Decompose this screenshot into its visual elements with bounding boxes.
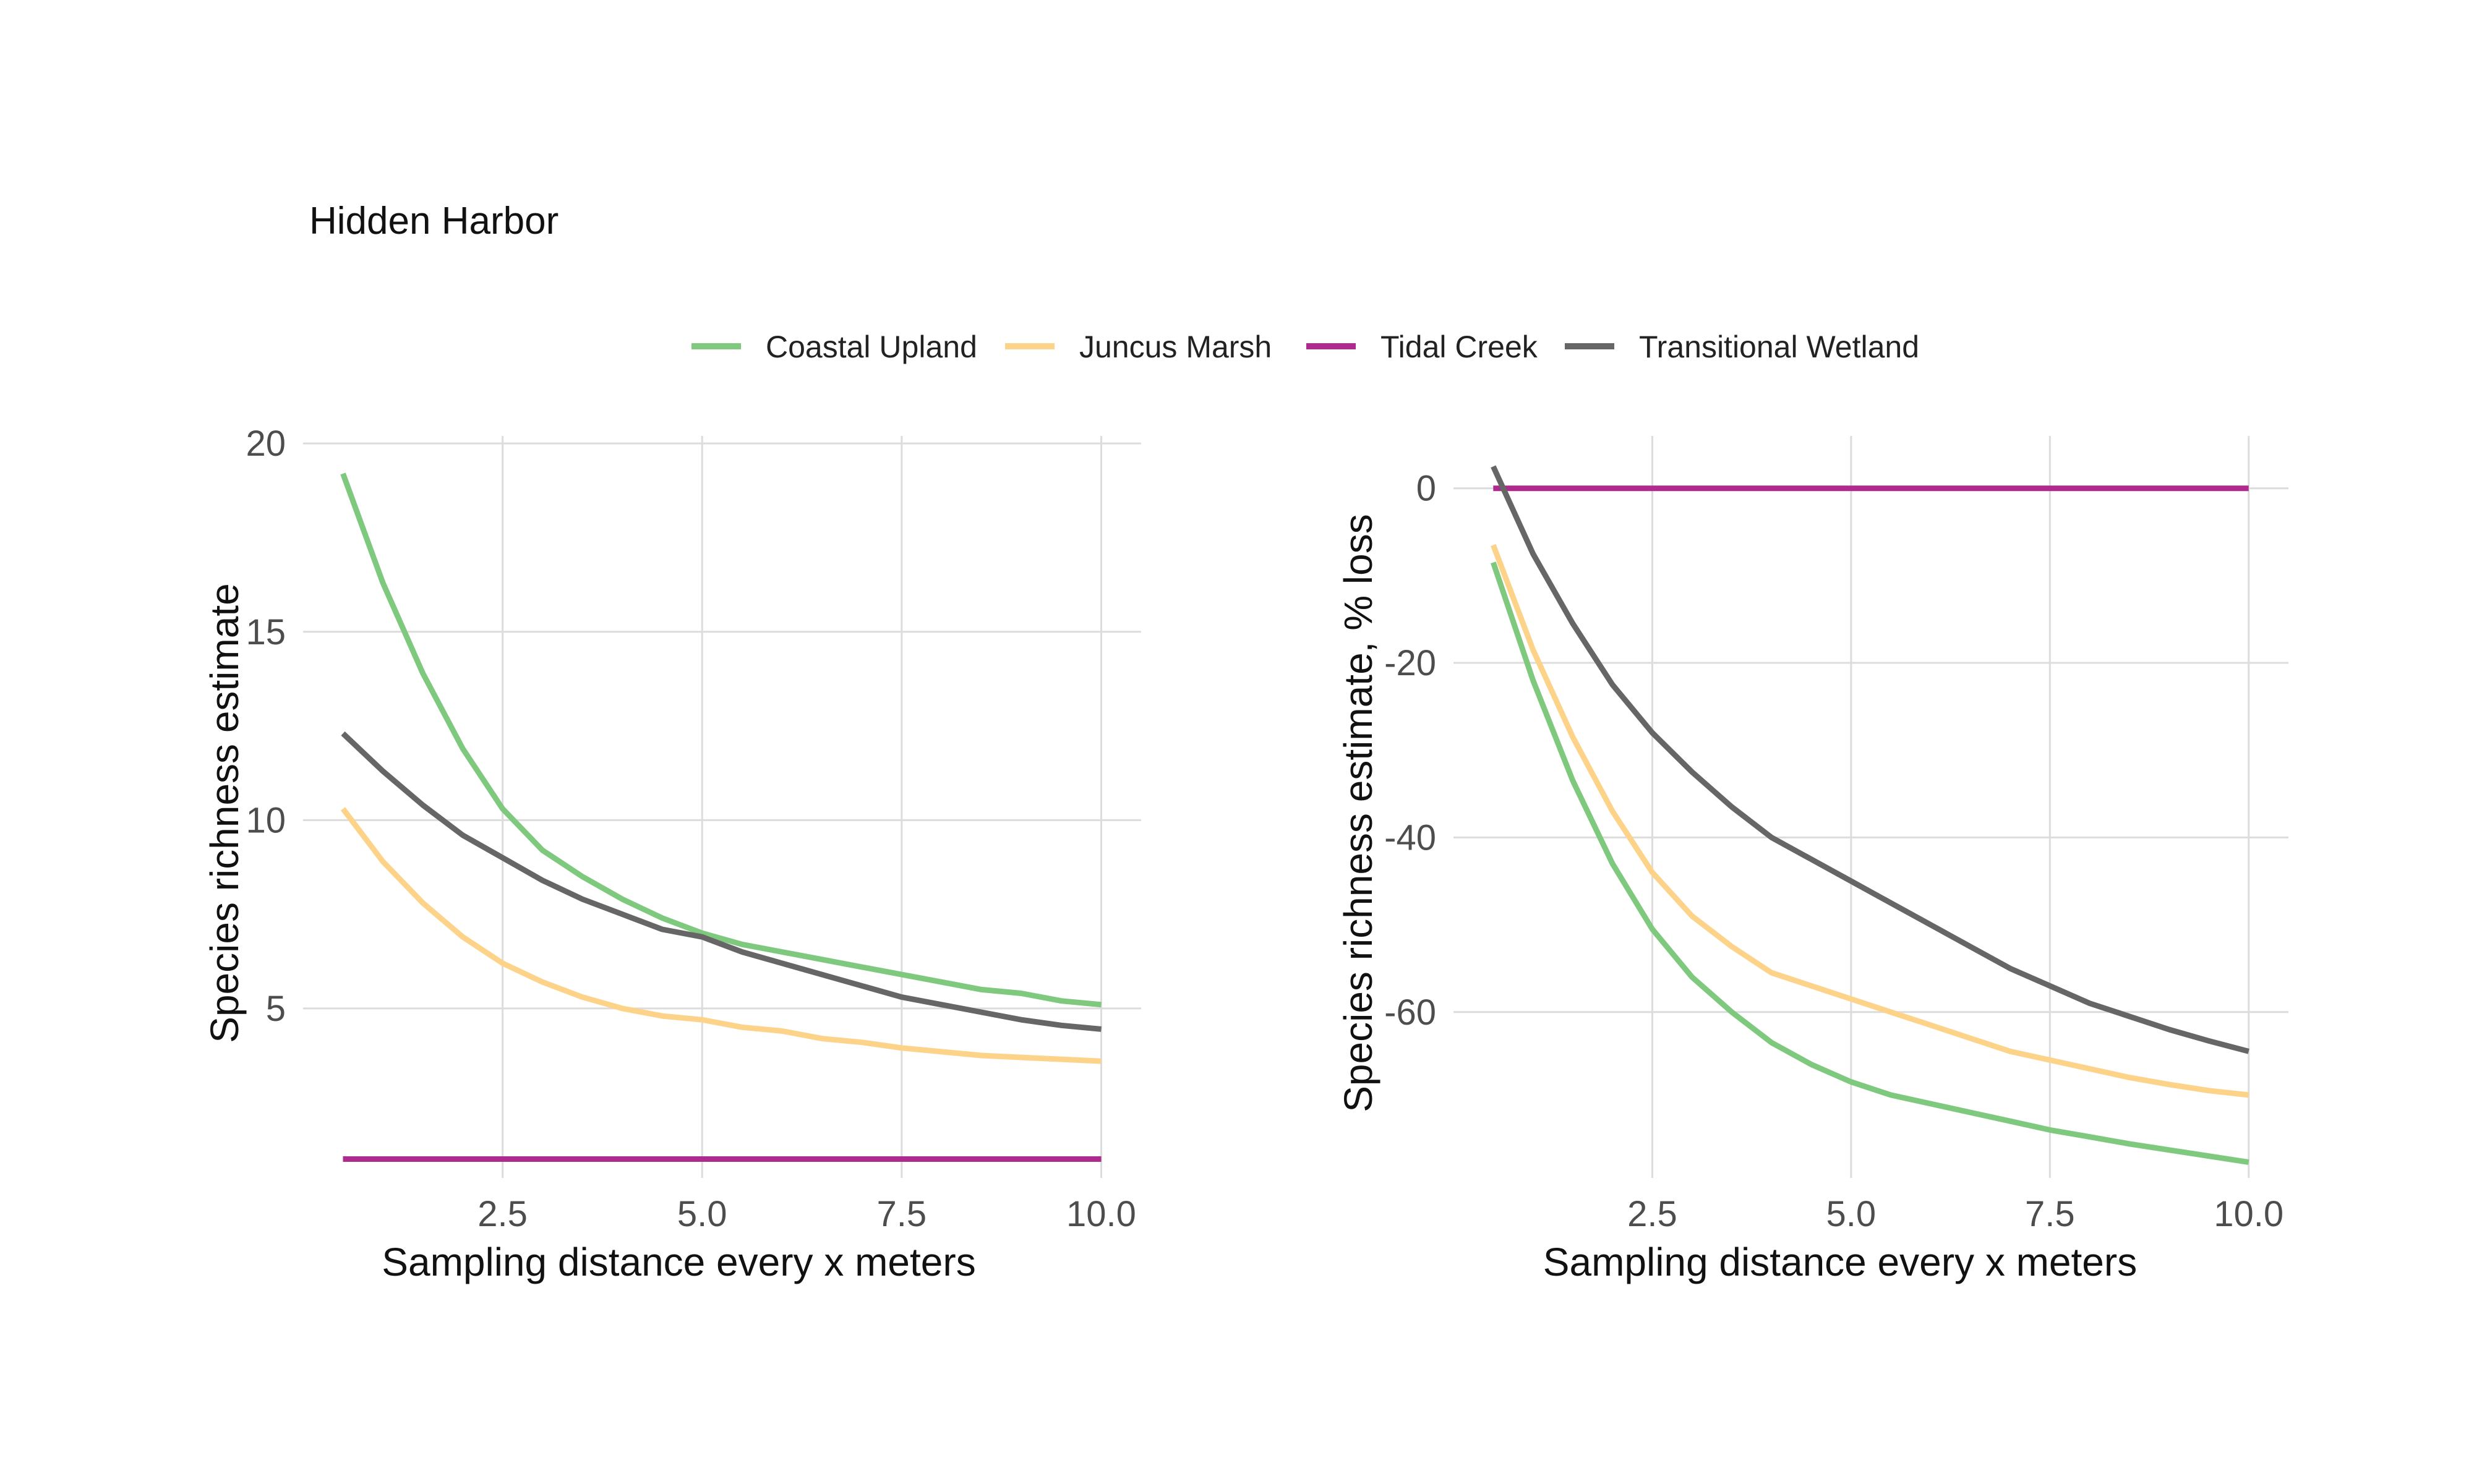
legend-label: Transitional Wetland xyxy=(1639,330,1919,364)
y-tick-label: 0 xyxy=(1416,469,1436,509)
y-tick-label: 20 xyxy=(246,424,286,464)
x-tick-label: 5.0 xyxy=(677,1194,727,1234)
y-tick-label: -20 xyxy=(1384,643,1436,683)
y-tick-label: -60 xyxy=(1384,992,1436,1033)
x-tick-label: 7.5 xyxy=(2025,1194,2075,1234)
x-axis-title: Sampling distance every x meters xyxy=(382,1240,975,1284)
series-line-coastal-upland xyxy=(340,472,1102,1008)
series-lines xyxy=(340,472,1102,1162)
legend-label: Tidal Creek xyxy=(1380,330,1538,364)
y-tick-label: 10 xyxy=(246,800,286,840)
y-axis-title: Species richness estimate, % loss xyxy=(1336,514,1380,1112)
gridlines xyxy=(1453,436,2288,1178)
x-tick-label: 10.0 xyxy=(2214,1194,2284,1234)
series-line-transitional-wetland xyxy=(341,731,1102,1032)
legend: Coastal Upland Juncus Marsh Tidal Creek Tra… xyxy=(691,330,1919,364)
series-line-coastal-upland xyxy=(1491,561,2249,1166)
panel-left: 2.5 5.0 7.5 10.0 5 10 15 20 Sampling distance ev… xyxy=(202,424,1141,1284)
x-tick-label: 2.5 xyxy=(477,1194,528,1234)
x-tick-label: 2.5 xyxy=(1627,1194,1677,1234)
x-tick-label: 5.0 xyxy=(1826,1194,1877,1234)
legend-item-coastal-upland: Coastal Upland xyxy=(691,330,977,364)
legend-item-tidal-creek: Tidal Creek xyxy=(1306,330,1538,364)
y-tick-label: -40 xyxy=(1384,817,1436,858)
legend-item-transitional-wetland: Transitional Wetland xyxy=(1565,330,1919,364)
x-tick-label: 7.5 xyxy=(877,1194,927,1234)
series-line-juncus-marsh xyxy=(340,807,1102,1064)
legend-label: Coastal Upland xyxy=(766,330,977,364)
y-tick-label: 15 xyxy=(246,612,286,652)
legend-item-juncus-marsh: Juncus Marsh xyxy=(1005,330,1272,364)
legend-label: Juncus Marsh xyxy=(1079,330,1272,364)
figure-title: Hidden Harbor xyxy=(309,200,559,242)
x-axis-title: Sampling distance every x meters xyxy=(1543,1240,2137,1284)
y-tick-label: 5 xyxy=(266,989,286,1029)
panel-right: 2.5 5.0 7.5 10.0 0 -20 -40 -60 Sampling distance… xyxy=(1336,436,2288,1284)
y-axis-title: Species richness estimate xyxy=(202,583,247,1043)
x-tick-label: 10.0 xyxy=(1066,1194,1136,1234)
series-line-juncus-marsh xyxy=(1491,544,2249,1098)
series-line-transitional-wetland xyxy=(1491,465,2249,1054)
series-lines xyxy=(1491,465,2249,1166)
